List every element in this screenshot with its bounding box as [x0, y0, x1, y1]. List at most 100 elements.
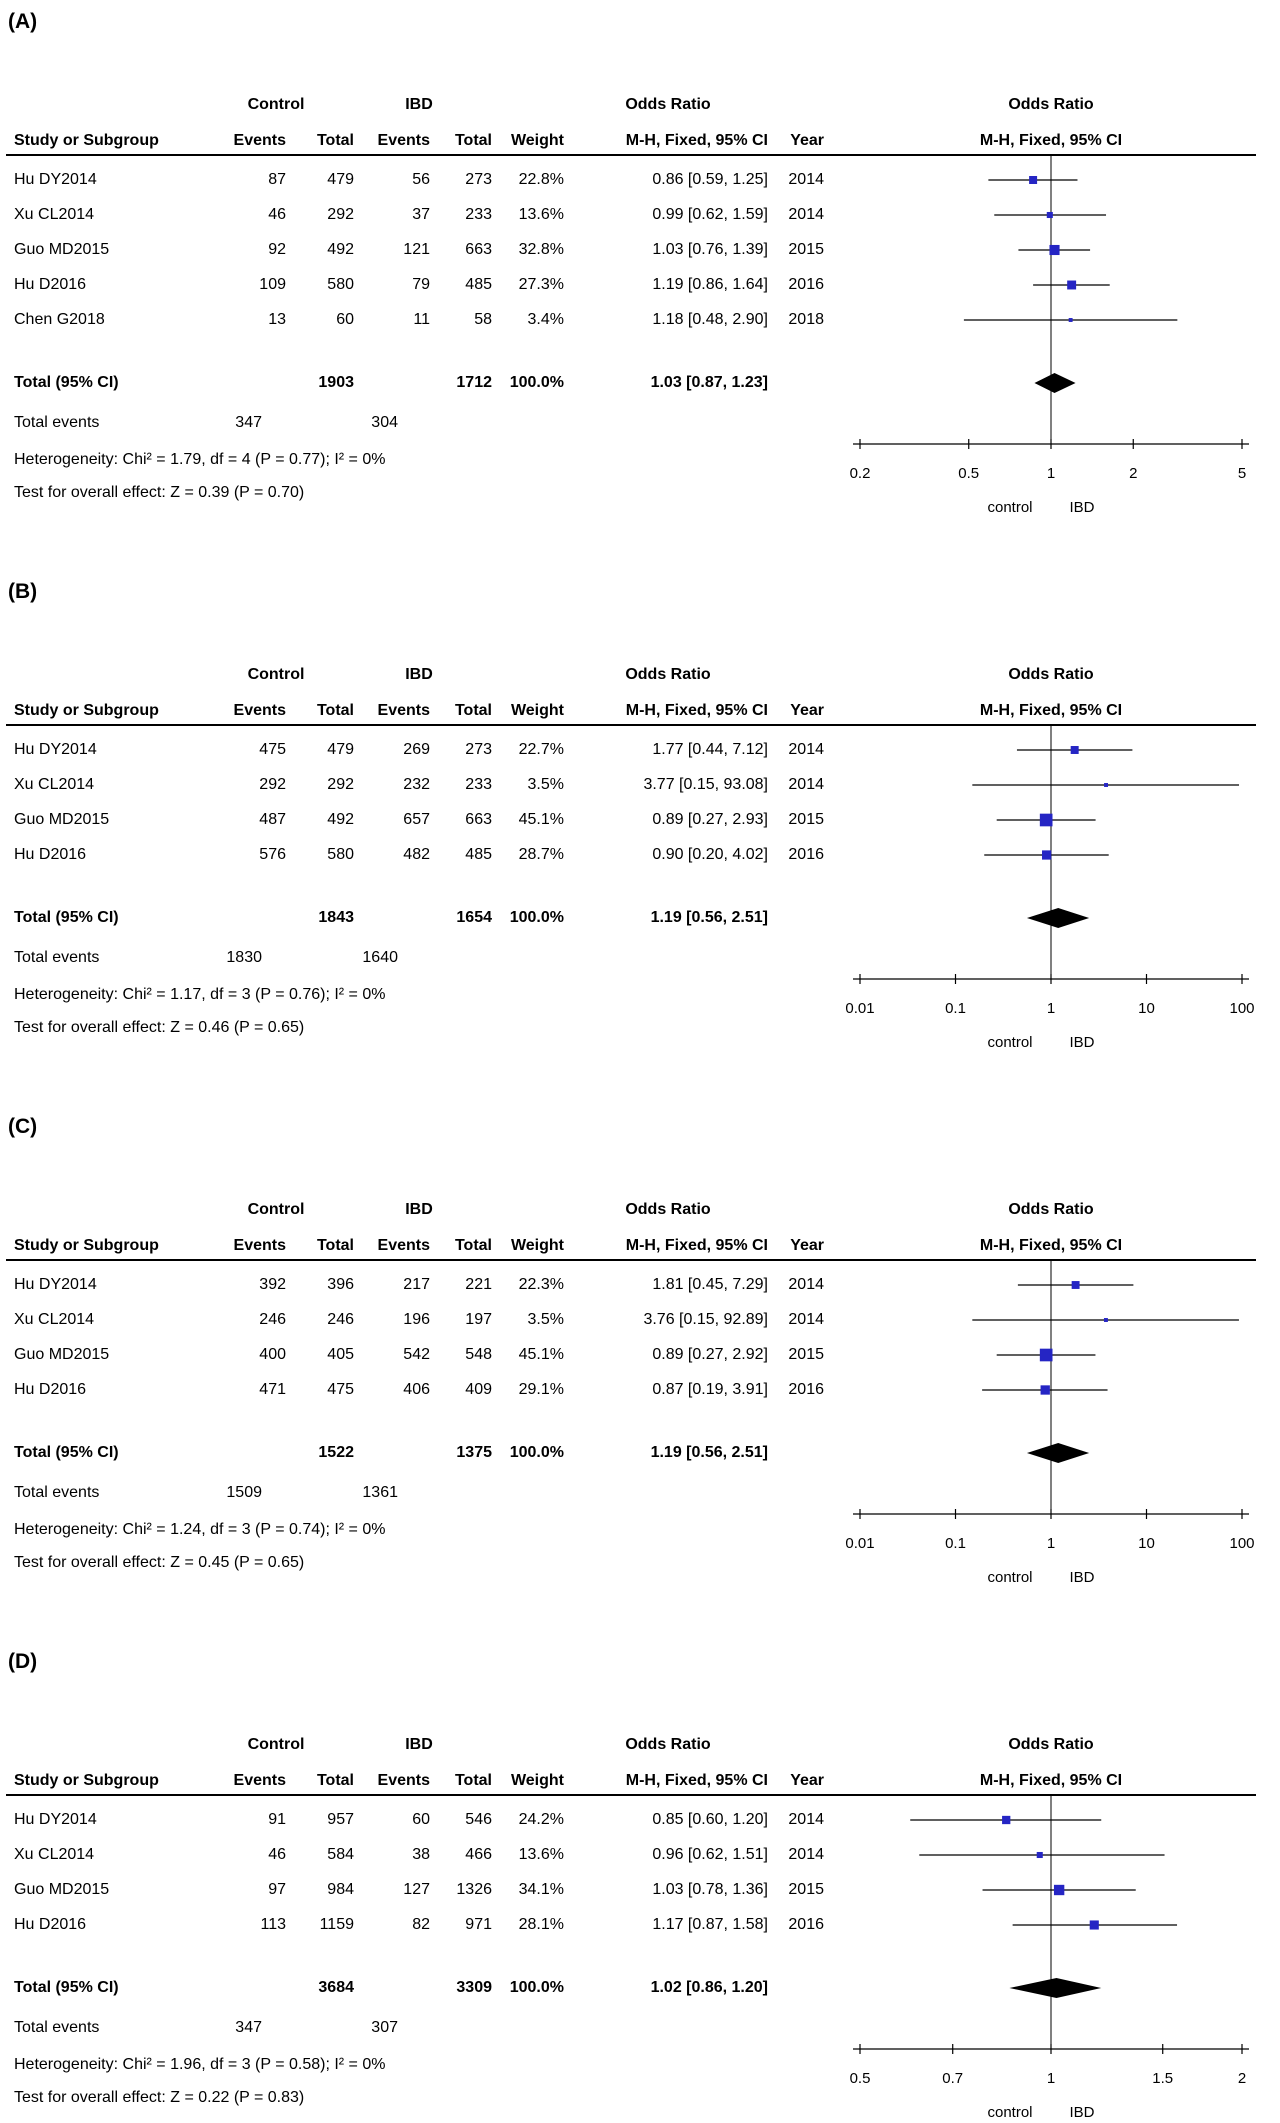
total-row-label: Total (95% CI) [14, 1979, 119, 1996]
column-group-ibd: IBD [405, 666, 433, 683]
column-odds-ratio-header: Odds Ratio [625, 666, 711, 683]
table-row: Hu D2016 113 1159 82 971 28.1% 1.17 [0.8… [0, 1914, 840, 1936]
plot-mh-ci-header: M-H, Fixed, 95% CI [979, 1772, 1123, 1789]
control-total: 984 [327, 1881, 354, 1898]
axis-tick-label: 100 [1229, 1535, 1254, 1552]
column-ibd-events-header: Events [377, 132, 430, 149]
control-events: 13 [268, 311, 286, 328]
column-ibd-events-header: Events [377, 1237, 430, 1254]
or-ci-value: 1.19 [0.86, 1.64] [652, 276, 768, 293]
or-ci-value: 0.99 [0.62, 1.59] [652, 206, 768, 223]
year-value: 2014 [788, 776, 824, 793]
table-row: Guo MD2015 400 405 542 548 45.1% 0.89 [0… [0, 1344, 840, 1366]
ibd-total: 409 [465, 1381, 492, 1398]
summary-diamond [1026, 908, 1090, 928]
total-weight: 100.0% [509, 1979, 564, 1996]
control-events: 576 [259, 846, 286, 863]
or-ci-value: 0.87 [0.19, 3.91] [652, 1381, 768, 1398]
study-name: Chen G2018 [14, 311, 105, 328]
study-name: Guo MD2015 [14, 811, 110, 828]
table-row: Hu D2016 109 580 79 485 27.3% 1.19 [0.86… [0, 274, 840, 296]
or-ci-value: 1.03 [0.78, 1.36] [652, 1881, 768, 1898]
column-control-total-header: Total [316, 1772, 354, 1789]
column-ibd-total-header: Total [454, 132, 492, 149]
ibd-total: 485 [465, 846, 492, 863]
or-ci-value: 0.90 [0.20, 4.02] [652, 846, 768, 863]
column-study-header: Study or Subgroup [14, 132, 159, 149]
overall-effect-text: Test for overall effect: Z = 0.46 (P = 0… [14, 1019, 305, 1036]
axis-tick-label: 2 [1238, 2070, 1246, 2087]
control-total: 292 [327, 776, 354, 793]
or-ci-value: 1.77 [0.44, 7.12] [652, 741, 768, 758]
ibd-events: 37 [412, 206, 430, 223]
effect-square [1039, 1348, 1053, 1362]
column-year-header: Year [790, 1237, 824, 1254]
control-total: 246 [327, 1311, 354, 1328]
overall-effect-text: Test for overall effect: Z = 0.45 (P = 0… [14, 1554, 305, 1571]
study-name: Hu DY2014 [14, 1811, 97, 1828]
year-value: 2015 [788, 1346, 824, 1363]
column-ibd-total-header: Total [454, 1772, 492, 1789]
effect-square [1071, 1281, 1080, 1289]
ibd-events: 38 [412, 1846, 430, 1863]
year-value: 2014 [788, 1846, 824, 1863]
year-value: 2015 [788, 811, 824, 828]
effect-square [1068, 318, 1073, 322]
or-ci-value: 1.17 [0.87, 1.58] [652, 1916, 768, 1933]
column-control-total-header: Total [316, 1237, 354, 1254]
column-control-events-header: Events [233, 132, 286, 149]
table-row: Xu CL2014 46 292 37 233 13.6% 0.99 [0.62… [0, 204, 840, 226]
forest-plot-svg: 0.2 0.5 1 2 5 control IBD [850, 154, 1249, 516]
weight-value: 45.1% [518, 811, 564, 828]
year-value: 2014 [788, 1311, 824, 1328]
axis-group-label-left: control [987, 1569, 1032, 1586]
study-name: Guo MD2015 [14, 241, 110, 258]
column-weight-header: Weight [510, 1772, 564, 1789]
study-name: Hu D2016 [14, 846, 87, 863]
weight-value: 45.1% [518, 1346, 564, 1363]
or-ci-value: 0.89 [0.27, 2.93] [652, 811, 768, 828]
ibd-events: 657 [403, 811, 430, 828]
year-value: 2014 [788, 206, 824, 223]
axis-tick-label: 0.01 [845, 1535, 874, 1552]
column-group-control: Control [247, 96, 305, 113]
table-row: Hu D2016 576 580 482 485 28.7% 0.90 [0.2… [0, 844, 840, 866]
ibd-total: 1326 [456, 1881, 492, 1898]
weight-value: 27.3% [518, 276, 564, 293]
total-events-control: 1509 [226, 1484, 262, 1501]
study-name: Guo MD2015 [14, 1346, 110, 1363]
panel-label: (B) [8, 580, 38, 603]
table-row: Hu DY2014 392 396 217 221 22.3% 1.81 [0.… [0, 1274, 840, 1296]
total-weight: 100.0% [509, 909, 564, 926]
table-row: Guo MD2015 97 984 127 1326 34.1% 1.03 [0… [0, 1879, 840, 1901]
or-ci-value: 0.96 [0.62, 1.51] [652, 1846, 768, 1863]
control-total: 292 [327, 206, 354, 223]
total-control-total: 3684 [318, 1979, 354, 1996]
total-control-total: 1522 [318, 1444, 354, 1461]
weight-value: 3.4% [527, 311, 564, 328]
effect-square [1036, 1851, 1043, 1859]
table-row: Xu CL2014 46 584 38 466 13.6% 0.96 [0.62… [0, 1844, 840, 1866]
ibd-events: 127 [403, 1881, 430, 1898]
ibd-total: 197 [465, 1311, 492, 1328]
ibd-events: 79 [412, 276, 430, 293]
column-study-header: Study or Subgroup [14, 702, 159, 719]
column-mh-ci-header: M-H, Fixed, 95% CI [625, 702, 768, 719]
control-total: 492 [327, 811, 354, 828]
control-events: 471 [259, 1381, 286, 1398]
or-ci-value: 3.76 [0.15, 92.89] [643, 1311, 768, 1328]
control-events: 246 [259, 1311, 286, 1328]
study-name: Xu CL2014 [14, 1311, 95, 1328]
axis-tick-label: 0.5 [958, 465, 979, 482]
ibd-events: 121 [403, 241, 430, 258]
control-total: 396 [327, 1276, 354, 1293]
year-value: 2014 [788, 741, 824, 758]
year-value: 2015 [788, 1881, 824, 1898]
axis-group-label-right: IBD [1069, 499, 1094, 516]
total-row-label: Total (95% CI) [14, 909, 119, 926]
or-ci-value: 0.89 [0.27, 2.92] [652, 1346, 768, 1363]
or-ci-value: 0.86 [0.59, 1.25] [652, 171, 768, 188]
column-odds-ratio-header: Odds Ratio [625, 96, 711, 113]
axis-group-label-right: IBD [1069, 1569, 1094, 1586]
axis-tick-label: 0.1 [945, 1535, 966, 1552]
